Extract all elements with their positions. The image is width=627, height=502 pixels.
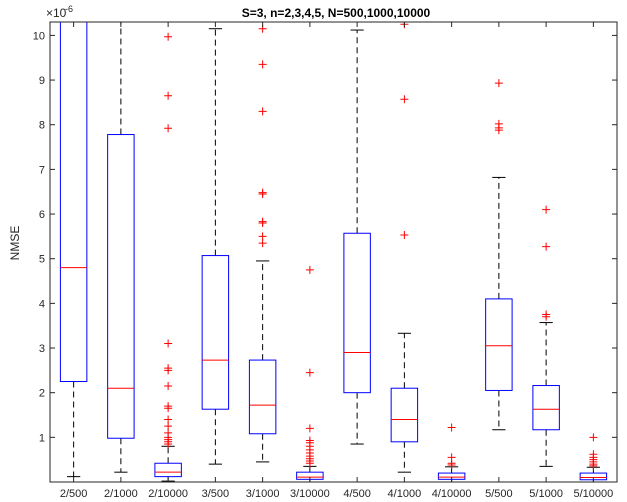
x-tick-label: 4/10000 — [432, 488, 472, 500]
outlier-marker — [542, 205, 551, 214]
outlier-marker — [258, 218, 267, 227]
chart-title: S=3, n=2,3,4,5, N=500,1000,10000 — [242, 6, 431, 20]
x-tick-label: 2/10000 — [148, 488, 188, 500]
x-tick-label: 2/500 — [60, 488, 88, 500]
x-tick-label: 5/10000 — [573, 488, 613, 500]
outlier-marker — [494, 79, 503, 88]
y-tick-label: 4 — [39, 298, 45, 310]
box-iqr — [201, 255, 230, 410]
box-iqr — [248, 359, 277, 435]
axes-frame — [49, 21, 618, 483]
outlier-marker — [494, 126, 503, 135]
outlier-marker — [258, 239, 267, 248]
outlier-marker — [400, 231, 409, 240]
y-tick-label: 10 — [33, 30, 45, 42]
outlier-marker — [258, 189, 267, 198]
box-iqr — [390, 387, 419, 443]
y-tick-label: 1 — [39, 432, 45, 444]
x-tick-label: 4/1000 — [388, 488, 422, 500]
outlier-marker — [258, 107, 267, 116]
outlier-marker — [400, 95, 409, 104]
outlier-marker — [305, 368, 314, 377]
x-tick-label: 5/500 — [485, 488, 513, 500]
outlier-marker — [164, 422, 173, 431]
box-iqr — [532, 385, 560, 431]
x-tick-label: 3/10000 — [290, 488, 330, 500]
outlier-marker — [589, 461, 598, 470]
outlier-marker — [258, 232, 267, 241]
outlier-marker — [258, 60, 267, 69]
outlier-marker — [164, 440, 173, 449]
y-axis-label: NMSE — [8, 226, 22, 261]
outlier-marker — [305, 424, 314, 433]
outlier-marker — [305, 265, 314, 274]
outlier-marker — [305, 459, 314, 468]
box-iqr — [107, 134, 135, 439]
y-tick-label: 9 — [39, 75, 45, 87]
y-tick-label: 3 — [39, 343, 45, 355]
outlier-marker — [542, 242, 551, 251]
boxes-group — [59, 22, 608, 482]
outlier-marker — [164, 415, 173, 424]
y-axis-exponent-power: -6 — [65, 4, 73, 14]
box-iqr — [485, 298, 513, 391]
outlier-marker — [447, 423, 456, 432]
outlier-marker — [542, 312, 551, 321]
box-iqr — [343, 232, 371, 394]
box-iqr — [154, 462, 182, 478]
x-tick-label: 3/1000 — [246, 488, 280, 500]
outlier-marker — [164, 404, 173, 413]
x-tick-label: 4/500 — [343, 488, 371, 500]
x-tick-label: 3/500 — [202, 488, 230, 500]
outlier-marker — [164, 124, 173, 133]
box-iqr — [59, 22, 88, 383]
outlier-marker — [447, 461, 456, 470]
plot-area: 1 2 3 4 5 6 7 8 9 10 2/500 2/1000 2/10000 3/500 3/1000… — [33, 21, 618, 500]
outlier-marker — [164, 381, 173, 390]
outlier-marker — [164, 91, 173, 100]
y-tick-label: 2 — [39, 388, 45, 400]
y-tick-label: 5 — [39, 254, 45, 266]
x-tick-label: 2/1000 — [104, 488, 138, 500]
y-tick-label: 8 — [39, 120, 45, 132]
y-tick-label: 7 — [39, 164, 45, 176]
y-axis-exponent-base: ×10 — [46, 6, 67, 20]
x-tick-label: 5/1000 — [529, 488, 563, 500]
outlier-marker — [164, 366, 173, 375]
outlier-marker — [164, 32, 173, 41]
outlier-marker — [589, 433, 598, 442]
outlier-marker — [164, 339, 173, 348]
y-tick-label: 6 — [39, 209, 45, 221]
